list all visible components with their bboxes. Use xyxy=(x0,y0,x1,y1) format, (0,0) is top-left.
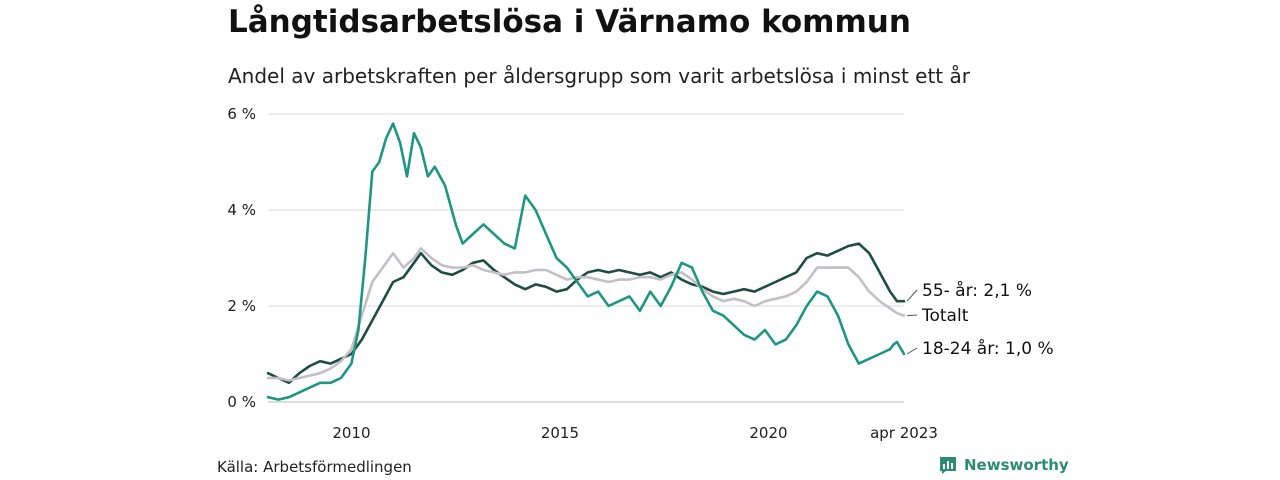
x-tick-label: apr 2023 xyxy=(870,424,938,442)
end-label-total: Totalt xyxy=(921,306,969,326)
end-label-18_24: 18-24 år: 1,0 % xyxy=(922,338,1054,359)
end-label-55: 55- år: 2,1 % xyxy=(922,280,1032,301)
x-tick-label: 2020 xyxy=(749,424,787,442)
source-note: Källa: Arbetsförmedlingen xyxy=(217,458,412,476)
y-tick-label: 0 % xyxy=(227,393,256,411)
brand-logo[interactable]: Newsworthy xyxy=(938,455,1069,475)
series-line-total xyxy=(266,247,906,382)
end-label-leader xyxy=(906,314,918,317)
y-tick-label: 6 % xyxy=(227,105,256,123)
x-tick-label: 2015 xyxy=(541,424,579,442)
chart-title: Långtidsarbetslösa i Värnamo kommun xyxy=(228,4,911,40)
chart-subtitle: Andel av arbetskraften per åldersgrupp s… xyxy=(228,64,970,88)
brand-name: Newsworthy xyxy=(964,456,1069,474)
end-labels: 55- år: 2,1 % Totalt 18-24 år: 1,0 % xyxy=(906,280,1054,359)
y-tick-label: 4 % xyxy=(227,201,256,219)
y-axis-ticks: 0 % 2 % 4 % 6 % xyxy=(227,105,256,411)
grid-lines xyxy=(268,113,904,403)
newsworthy-logo-icon xyxy=(940,457,956,474)
series-line-18_24 xyxy=(266,122,906,401)
x-tick-label: 2010 xyxy=(332,424,370,442)
end-label-leader xyxy=(906,289,918,302)
y-tick-label: 2 % xyxy=(227,297,256,315)
series-line-55 xyxy=(266,242,906,385)
series-lines xyxy=(266,122,906,401)
end-label-leader xyxy=(906,347,918,355)
x-axis-ticks: 2010 2015 2020 apr 2023 xyxy=(332,424,938,442)
